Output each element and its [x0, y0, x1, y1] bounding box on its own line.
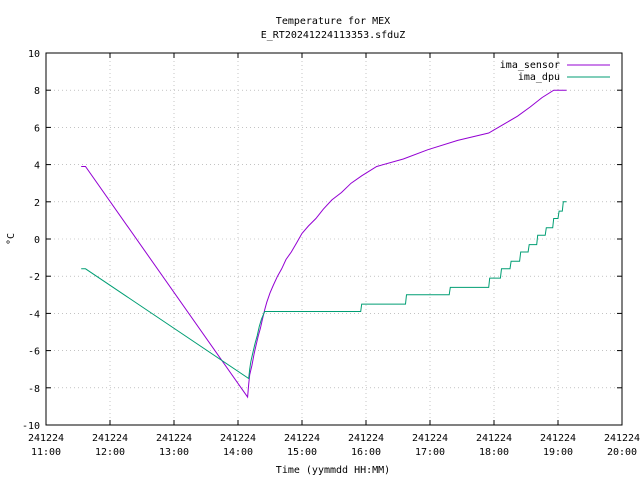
- x-tick-label-date: 241224: [156, 433, 192, 444]
- x-tick-label-date: 241224: [412, 433, 448, 444]
- y-tick-label: 0: [34, 235, 40, 246]
- x-axis-label: Time (yymmdd HH:MM): [276, 465, 390, 476]
- y-tick-label: -10: [22, 421, 40, 432]
- x-tick-label-time: 15:00: [287, 447, 317, 458]
- x-tick-label-time: 16:00: [351, 447, 381, 458]
- x-tick-label-time: 20:00: [607, 447, 637, 458]
- series-line-ima_sensor: [81, 89, 567, 399]
- y-tick-label: -8: [28, 384, 40, 395]
- x-tick-label-date: 241224: [540, 433, 576, 444]
- y-axis-label: °C: [6, 233, 17, 245]
- x-tick-label-date: 241224: [348, 433, 384, 444]
- y-tick-label: -4: [28, 309, 40, 320]
- axis-ticks: -10 -8 -6 -4 -2 0 2 4 6 8 10 241224 11:00 241224 12:00…: [22, 49, 640, 458]
- y-tick-label: -2: [28, 272, 40, 283]
- x-tick-label-date: 241224: [220, 433, 256, 444]
- y-tick-label: 4: [34, 161, 40, 172]
- x-tick-label-time: 18:00: [479, 447, 509, 458]
- grid: [46, 53, 622, 425]
- x-tick-label-date: 241224: [604, 433, 640, 444]
- x-tick-label-time: 14:00: [223, 447, 253, 458]
- x-tick-label-time: 12:00: [95, 447, 125, 458]
- x-tick-label-time: 19:00: [543, 447, 573, 458]
- x-tick-label-date: 241224: [476, 433, 512, 444]
- x-tick-label-time: 11:00: [31, 447, 61, 458]
- y-tick-label: -6: [28, 347, 40, 358]
- x-tick-label-time: 13:00: [159, 447, 189, 458]
- y-tick-label: 10: [28, 49, 40, 60]
- y-tick-label: 2: [34, 198, 40, 209]
- x-tick-label-date: 241224: [28, 433, 64, 444]
- chart-title: Temperature for MEX: [276, 16, 390, 27]
- series-line-ima_dpu: [81, 201, 567, 380]
- legend-label: ima_dpu: [518, 72, 560, 83]
- x-tick-label-time: 17:00: [415, 447, 445, 458]
- series-lines: [81, 89, 567, 399]
- y-tick-label: 8: [34, 86, 40, 97]
- chart-subtitle: E_RT20241224113353.sfduZ: [261, 30, 406, 41]
- x-tick-label-date: 241224: [284, 433, 320, 444]
- y-tick-label: 6: [34, 123, 40, 134]
- legend-label: ima_sensor: [500, 60, 560, 71]
- x-tick-label-date: 241224: [92, 433, 128, 444]
